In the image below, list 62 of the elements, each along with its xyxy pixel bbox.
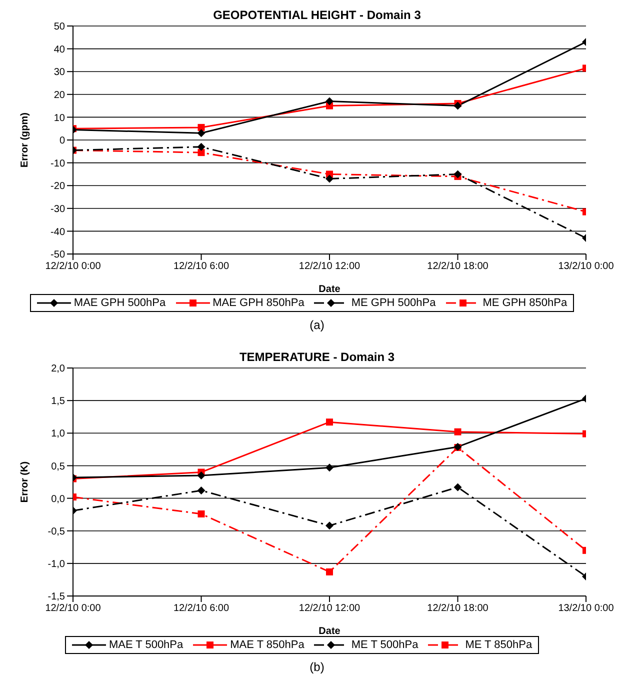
point: [326, 418, 333, 426]
chart-title: TEMPERATURE - Domain 3: [238, 350, 396, 364]
y-tick-label: 0,0: [51, 494, 66, 505]
y-axis-title: Error (gpm): [20, 112, 31, 168]
x-tick-label: 12/2/10 12:00: [298, 261, 361, 272]
y-tick-label: -20: [50, 181, 66, 192]
y-tick-label: 50: [54, 22, 66, 33]
x-tick-label: 12/2/10 12:00: [298, 603, 361, 614]
x-tick-label: 12/2/10 0:00: [45, 603, 102, 614]
x-axis-title: Date: [318, 284, 341, 295]
x-tick-label: 12/2/10 18:00: [427, 603, 489, 614]
x-axis-title: Date: [318, 626, 341, 637]
y-tick-label: -1,5: [48, 592, 66, 603]
legend-label: MAE GPH 500hPa: [74, 297, 166, 309]
point: [197, 142, 206, 151]
point: [326, 568, 333, 576]
point: [198, 510, 205, 518]
y-tick-label: 2,0: [51, 364, 66, 375]
y-tick-label: 40: [54, 44, 66, 56]
y-tick-label: -0,5: [48, 526, 66, 538]
legend-label: MAE GPH 850hPa: [212, 297, 304, 309]
point: [454, 170, 462, 178]
text: (b): [308, 660, 326, 674]
y-tick-label: 20: [54, 90, 66, 101]
x-tick-label: 13/2/10 0:00: [558, 603, 614, 614]
legend-label: ME T 850hPa: [465, 639, 532, 651]
y-tick-label: -1,0: [48, 558, 66, 570]
point: [197, 486, 206, 494]
y-tick-label: -50: [50, 250, 66, 261]
point: [326, 97, 334, 106]
point: [197, 129, 206, 138]
y-tick-label: 30: [54, 67, 66, 78]
x-tick-label: 12/2/10 18:00: [427, 261, 489, 272]
y-tick-label: 0: [59, 136, 66, 147]
x-tick-label: 12/2/10 6:00: [173, 603, 230, 614]
x-tick-label: 12/2/10 0:00: [45, 261, 102, 272]
point: [454, 483, 462, 492]
point: [454, 102, 462, 110]
text: (a): [308, 318, 326, 332]
y-tick-label: 0,5: [51, 461, 66, 472]
y-axis-title: Error (K): [20, 461, 31, 503]
point: [198, 149, 205, 156]
point: [454, 428, 462, 436]
chart-title: GEOPOTENTIAL HEIGHT - Domain 3: [212, 8, 422, 22]
point: [326, 174, 334, 183]
legend-label: ME T 500hPa: [351, 639, 418, 651]
y-tick-label: -30: [50, 204, 66, 215]
x-tick-label: 12/2/10 6:00: [173, 261, 230, 272]
point: [198, 124, 205, 131]
y-tick-label: 1,5: [51, 396, 66, 408]
y-tick-label: -40: [50, 226, 66, 238]
legend-label: ME GPH 500hPa: [351, 297, 436, 309]
legend-label: MAE T 850hPa: [230, 639, 304, 651]
x-tick-label: 13/2/10 0:00: [558, 261, 614, 272]
legend-label: MAE T 500hPa: [108, 639, 184, 651]
y-tick-label: 10: [54, 112, 66, 124]
legend-label: ME GPH 850hPa: [482, 297, 568, 309]
y-tick-label: 1,0: [51, 428, 66, 440]
point: [197, 471, 206, 480]
point: [326, 522, 334, 530]
y-tick-label: -10: [50, 158, 66, 170]
point: [326, 464, 334, 472]
